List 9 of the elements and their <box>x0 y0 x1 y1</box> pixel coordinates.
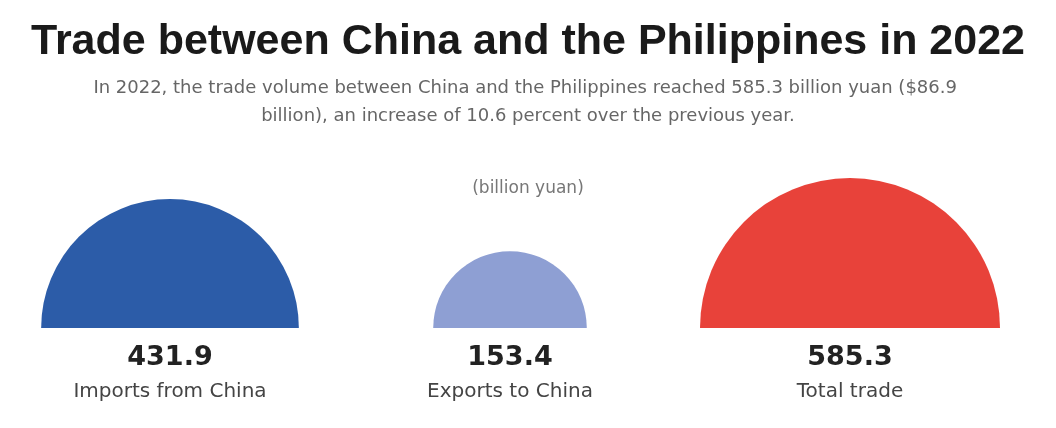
text: (billion yuan) <box>472 176 584 197</box>
category-label: Exports to China <box>427 378 593 402</box>
text: In 2022, the trade volume between China and the Philippines reached 585.3 billion yuan ($86.9 billion), an increase of 10.6 percent over the previous year. <box>93 75 963 125</box>
data-label: 153.4 <box>467 340 553 371</box>
category-label: Total trade <box>795 378 904 402</box>
data-label: 585.3 <box>807 340 893 371</box>
text: Trade between China and the Philippines in 2022 <box>30 14 1026 63</box>
data-label: 431.9 <box>127 340 213 371</box>
category-label: Imports from China <box>73 378 267 402</box>
